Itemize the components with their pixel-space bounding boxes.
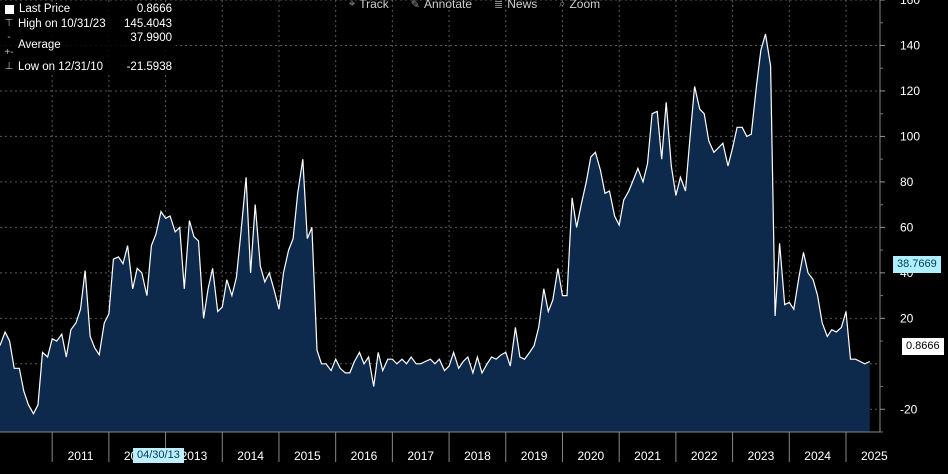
x-tick-label: 2023 [748, 449, 775, 463]
toolbar-zoom-button[interactable]: ⌕ Zoom [555, 0, 604, 11]
toolbar-label: Track [359, 0, 389, 11]
low-marker-icon: ⊥ [4, 61, 14, 72]
crosshair-icon: ⌖ [349, 0, 356, 10]
x-tick-label: 2020 [577, 449, 604, 463]
toolbar-label: Zoom [569, 0, 601, 11]
x-tick-label: 2025 [861, 449, 888, 463]
last-price-marker: 0.8666 [902, 338, 944, 355]
legend-last-price[interactable]: Last Price 0.8666 [0, 2, 176, 17]
average-value-marker: 38.7669 [893, 256, 941, 273]
toolbar-news-button[interactable]: ≣ News [490, 0, 541, 11]
legend-panel: Last Price 0.8666 ⊤ High on 10/31/23 145.… [0, 2, 176, 75]
high-marker-icon: ⊤ [4, 17, 14, 29]
legend-low: ⊥ Low on 12/31/10 -21.5938 [4, 61, 172, 73]
x-tick-label: 2011 [68, 449, 94, 463]
news-icon: ≣ [494, 0, 504, 11]
x-tick-label: 2024 [804, 449, 831, 463]
price-area-fill [0, 34, 870, 432]
cursor-date-marker: 04/30/13 [133, 448, 184, 463]
y-tick-label: -20 [900, 402, 918, 416]
y-tick-label: 100 [900, 129, 920, 143]
x-tick-label: 2022 [691, 449, 718, 463]
y-tick-label: 160 [900, 0, 920, 7]
x-tick-label: 2019 [521, 449, 548, 463]
x-tick-label: 2015 [294, 449, 321, 463]
right-axis-panel [880, 0, 948, 474]
average-marker-icon: -+- [4, 32, 14, 58]
chart-toolbar: ⌖ Track ✎ Annotate ≣ News ⌕ Zoom [345, 0, 604, 11]
y-tick-label: 20 [900, 311, 914, 325]
x-tick-label: 2016 [351, 449, 378, 463]
x-tick-label: 2021 [634, 449, 661, 463]
legend-average: -+- Average 37.9900 [0, 31, 176, 60]
x-tick-label: 2018 [464, 449, 491, 463]
x-axis: 2011201220132014201520162017201820192020… [51, 432, 888, 463]
toolbar-label: News [507, 0, 538, 11]
y-tick-label: 60 [900, 220, 914, 234]
toolbar-annotate-button[interactable]: ✎ Annotate [407, 0, 476, 11]
x-tick-label: 2014 [237, 449, 264, 463]
y-tick-label: 140 [900, 38, 920, 52]
legend-swatch-icon [5, 4, 14, 14]
legend-high: ⊤ High on 10/31/23 145.4043 [4, 17, 172, 30]
y-tick-label: 120 [900, 84, 920, 98]
toolbar-label: Annotate [423, 0, 473, 11]
y-tick-label: 80 [900, 175, 914, 189]
x-tick-label: 2017 [407, 449, 434, 463]
magnifier-icon: ⌕ [559, 0, 566, 10]
pencil-icon: ✎ [410, 0, 420, 11]
x-tick-label: 2013 [181, 449, 208, 463]
toolbar-track-button[interactable]: ⌖ Track [345, 0, 393, 11]
price-series-line [0, 33, 871, 416]
